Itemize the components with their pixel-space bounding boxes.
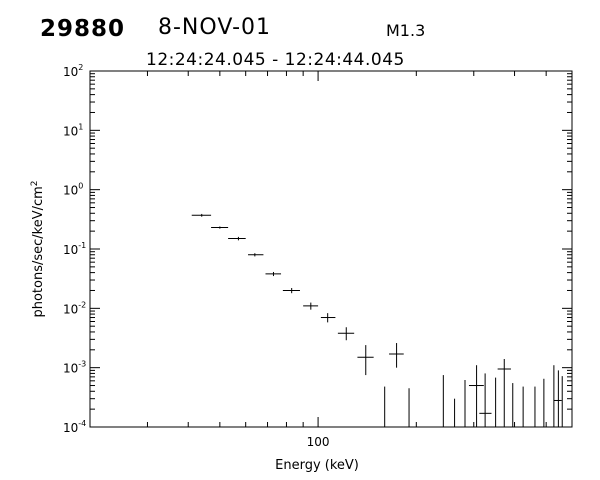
y-tick-label-mantissa: 10 (63, 362, 78, 376)
y-tick-label-mantissa: 10 (63, 65, 78, 79)
data-points (191, 213, 563, 427)
y-tick-label-exponent: -3 (78, 360, 86, 369)
y-tick-label-mantissa: 10 (63, 302, 78, 316)
y-tick-label: 10-1 (63, 241, 86, 257)
y-axis-label-text: photons/sec/keV/cm (31, 186, 46, 317)
data-point (282, 288, 300, 294)
y-tick-label-exponent: -4 (78, 419, 86, 428)
data-point (303, 302, 319, 310)
x-tick-label: 100 (307, 435, 330, 449)
data-point (497, 358, 511, 427)
data-point (337, 327, 355, 341)
data-point (468, 365, 484, 427)
y-tick-label-mantissa: 10 (63, 184, 78, 198)
data-point (357, 345, 374, 376)
y-tick-label: 10-4 (63, 419, 86, 435)
y-tick-label: 102 (63, 63, 83, 79)
y-tick-label: 101 (63, 122, 83, 138)
plot-frame (89, 70, 573, 428)
event-id: 29880 (40, 16, 126, 42)
y-tick-label-exponent: -1 (78, 241, 86, 250)
x-axis-label: Energy (keV) (275, 458, 359, 473)
axis-ticks (89, 70, 573, 428)
time-range: 12:24:24.045 - 12:24:44.045 (146, 50, 405, 70)
y-tick-label: 100 (63, 182, 83, 198)
y-tick-label-exponent: 1 (78, 122, 83, 131)
data-point (228, 236, 246, 241)
data-point (265, 271, 282, 277)
y-tick-label-exponent: 2 (78, 63, 83, 72)
flare-class: M1.3 (386, 21, 426, 40)
y-axis-label-superscript: 2 (30, 180, 40, 186)
data-point (191, 213, 212, 217)
x-tick-labels: 100 (307, 435, 330, 449)
data-point (389, 343, 404, 368)
y-tick-label-mantissa: 10 (63, 124, 78, 138)
y-tick-label-exponent: 0 (78, 182, 83, 191)
y-axis-label: photons/sec/keV/cm2 (30, 180, 46, 317)
data-point (479, 373, 492, 427)
data-point (553, 370, 562, 427)
data-point (211, 226, 229, 229)
y-tick-label-mantissa: 10 (63, 243, 78, 257)
data-point (320, 313, 336, 323)
y-tick-label-exponent: -2 (78, 300, 86, 309)
event-date: 8-NOV-01 (158, 15, 272, 40)
y-tick-label: 10-2 (63, 300, 86, 316)
y-tick-label-mantissa: 10 (63, 421, 78, 435)
y-tick-label: 10-3 (63, 360, 86, 376)
data-point (248, 253, 264, 257)
